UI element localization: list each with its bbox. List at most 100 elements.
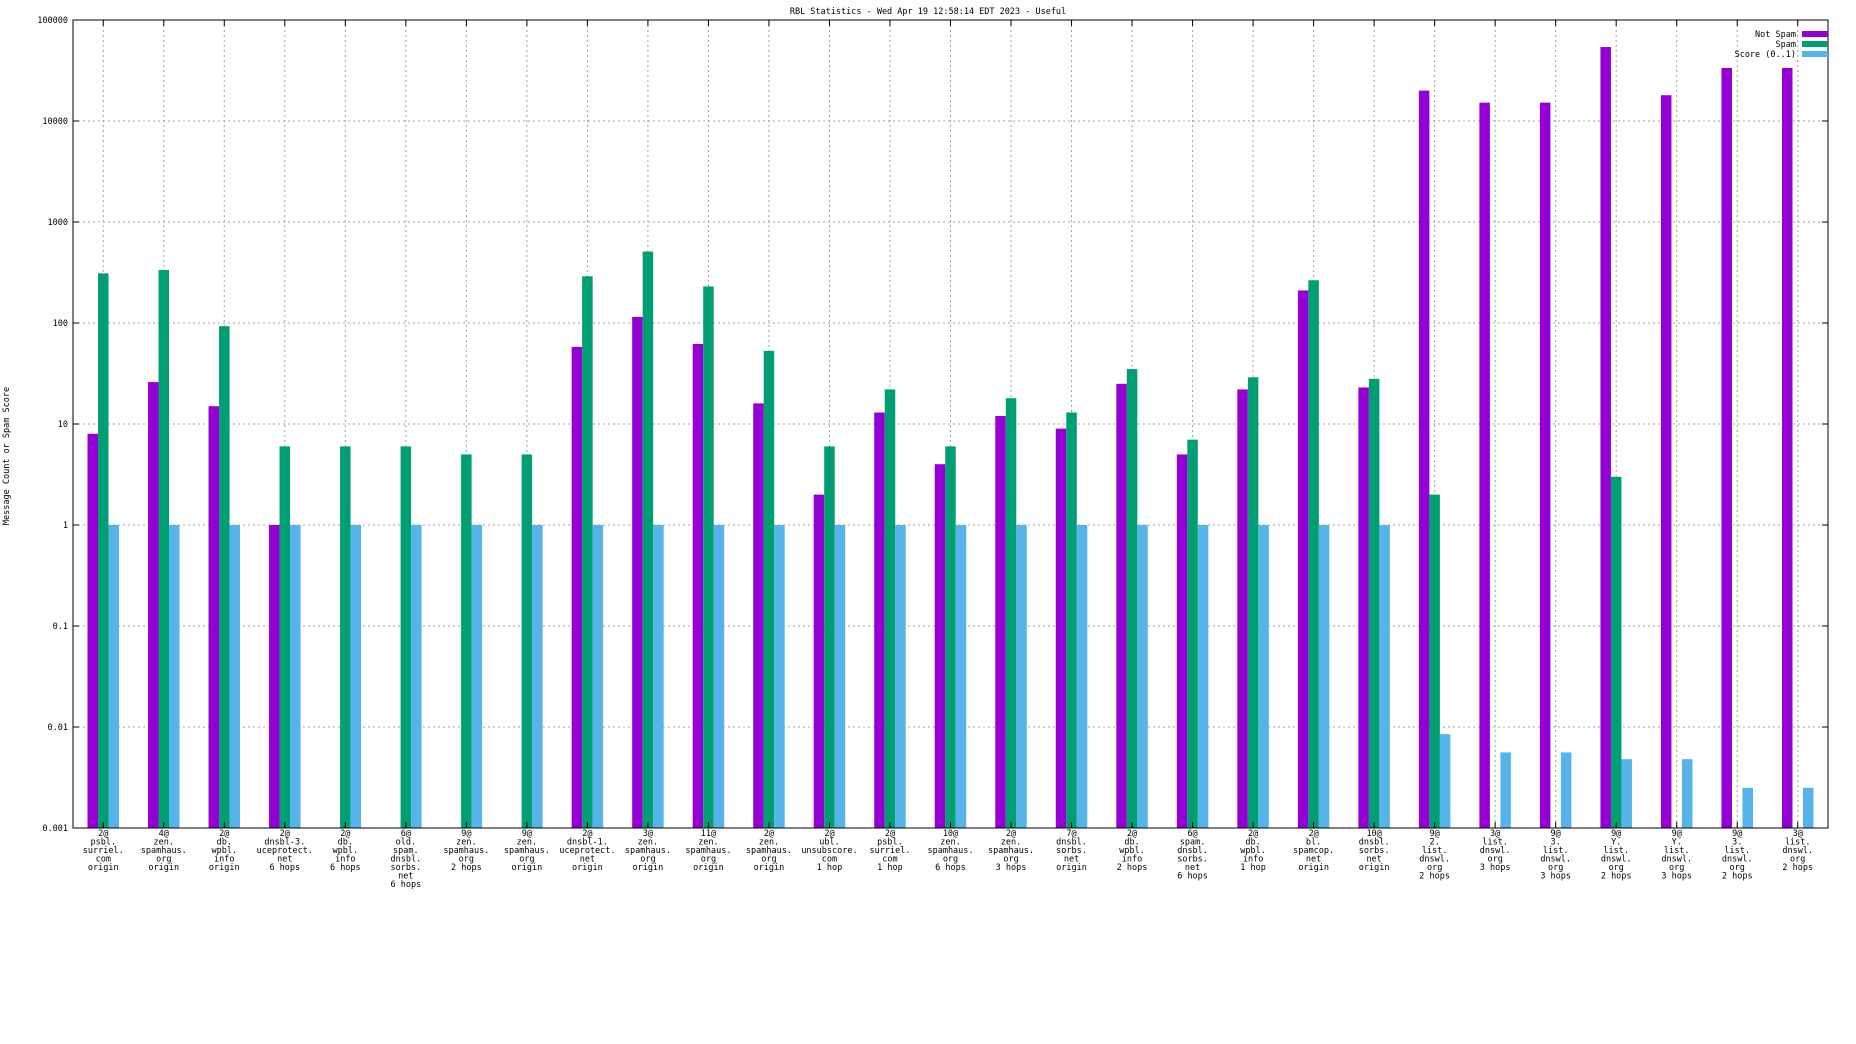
x-tick-label-line: zen.	[517, 838, 537, 848]
x-tick-label-line: list.	[1422, 846, 1448, 856]
x-tick-label-line: dnswl.	[1480, 846, 1511, 856]
bar	[1539, 102, 1551, 829]
bar	[1479, 102, 1490, 829]
x-tick-label-line: org	[1730, 863, 1745, 873]
x-tick-label: 9@ 3. list. dnswl. org 2 hops	[1722, 829, 1753, 882]
legend-swatch	[1802, 31, 1828, 37]
bar	[1610, 476, 1622, 828]
x-tick-label-line: old.	[396, 838, 416, 848]
x-tick-label-line: dnswl.	[1540, 855, 1571, 865]
x-tick-label: 2@ zen. spamhaus. org origin	[746, 829, 792, 873]
legend-label: Not Spam	[1755, 30, 1796, 40]
bar	[1187, 439, 1198, 828]
bar	[934, 464, 946, 828]
x-tick-label-line: spamhaus.	[625, 846, 671, 856]
x-tick-label-line: 2 hops	[1601, 872, 1632, 882]
x-tick-label-line: origin	[693, 863, 724, 873]
x-tick-label-line: 2@	[1248, 829, 1258, 839]
bar	[87, 433, 99, 828]
bar	[1660, 95, 1672, 829]
x-tick-label: 9@ Y. list. dnswl. org 3 hops	[1661, 829, 1692, 882]
bar	[169, 525, 180, 828]
bar	[1418, 90, 1430, 829]
x-tick-label-line: org	[519, 855, 534, 865]
bar	[945, 446, 956, 828]
x-tick-label-line: 2@	[219, 829, 229, 839]
x-tick-label-line: spamcop.	[1293, 846, 1334, 856]
x-tick-label-line: psbl.	[90, 838, 116, 848]
x-tick-label-line: 6 hops	[330, 863, 361, 873]
x-tick-label-line: db.	[1245, 838, 1260, 848]
x-tick-label-line: origin	[754, 863, 785, 873]
x-tick-label-line: spamhaus.	[685, 846, 731, 856]
x-tick-label-line: psbl.	[877, 838, 903, 848]
x-tick-label-line: 2@	[885, 829, 895, 839]
x-tick-label-line: 6 hops	[390, 880, 421, 890]
x-tick-label: 10@ zen. spamhaus. org 6 hops	[927, 829, 973, 873]
plot-frame	[72, 19, 1829, 829]
x-tick-label-line: 2@	[1127, 829, 1137, 839]
bar	[1116, 383, 1127, 828]
x-tick-label-line: list.	[1785, 838, 1811, 848]
y-tick-label: 0.01	[48, 723, 68, 733]
x-tick-label-line: dnswl.	[1722, 855, 1753, 865]
y-tick-label: 100000	[37, 16, 68, 26]
bar	[108, 525, 120, 828]
bar	[1297, 290, 1309, 829]
bar	[834, 525, 846, 828]
x-tick-label-line: net	[398, 872, 413, 882]
x-tick-label-line: list.	[1482, 838, 1508, 848]
x-tick-label-line: 7@	[1066, 829, 1076, 839]
x-tick-label-line: zen.	[456, 838, 476, 848]
x-tick-label-line: 3@	[643, 829, 653, 839]
x-tick-label-line: spamhaus.	[141, 846, 187, 856]
x-tick-label-line: surriel.	[83, 846, 124, 856]
bar	[1258, 525, 1269, 828]
x-tick-label-line: 4@	[159, 829, 169, 839]
x-tick-label-line: 2 hops	[1419, 872, 1450, 882]
x-tick-label-line: org	[156, 855, 171, 865]
bar	[1016, 525, 1027, 828]
bar	[269, 525, 280, 828]
bar	[1560, 752, 1572, 828]
x-tick-label-line: net	[1366, 855, 1381, 865]
x-tick-label: 2@ db. wpbl. info 6 hops	[330, 829, 361, 873]
bar	[400, 446, 412, 828]
bar	[98, 273, 109, 829]
bar	[1600, 47, 1611, 829]
bar	[279, 446, 291, 828]
x-tick-label-line: com	[822, 855, 837, 865]
x-tick-label-line: 2@	[1006, 829, 1016, 839]
bar	[219, 326, 230, 828]
bar	[1681, 759, 1693, 828]
x-tick-label: 3@ zen. spamhaus. org origin	[625, 829, 671, 873]
bar	[692, 343, 704, 828]
bar	[471, 525, 483, 828]
bar	[1308, 280, 1319, 828]
x-tick-label-line: dnsbl-3.	[264, 838, 305, 848]
bar	[1781, 67, 1793, 829]
x-tick-label-line: 3 hops	[1661, 872, 1692, 882]
x-tick-label: 10@ dnsbl. sorbs. net origin	[1359, 829, 1390, 873]
x-tick-label-line: 2@	[340, 829, 350, 839]
x-tick-label-line: sorbs.	[1056, 846, 1087, 856]
x-tick-label-line: origin	[148, 863, 179, 873]
bar	[1055, 428, 1067, 828]
bar	[1368, 378, 1380, 828]
x-tick-label-line: zen.	[638, 838, 658, 848]
x-tick-label: 2@ db. wpbl. info origin	[209, 829, 240, 873]
x-tick-label-line: 3@	[1793, 829, 1803, 839]
bar	[774, 525, 785, 828]
legend-label: Spam	[1776, 40, 1796, 50]
bar	[592, 525, 604, 828]
x-tick-label-line: spamhaus.	[988, 846, 1034, 856]
legend-swatch	[1802, 51, 1828, 57]
x-tick-label-line: surriel.	[870, 846, 911, 856]
x-tick-label-line: Y.	[1672, 838, 1682, 848]
x-tick-label-line: 10@	[943, 829, 958, 839]
x-tick-label-line: dnsbl.	[1056, 838, 1087, 848]
x-tick-label-line: uceprotect.	[257, 846, 313, 856]
bar	[1500, 752, 1511, 828]
x-tick-label-line: spamhaus.	[443, 846, 489, 856]
x-tick-label-line: org	[1790, 855, 1805, 865]
